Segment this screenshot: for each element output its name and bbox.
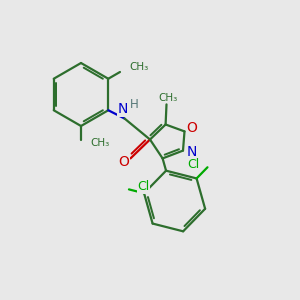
Text: N: N bbox=[186, 145, 197, 159]
Text: O: O bbox=[118, 155, 129, 169]
Text: CH₃: CH₃ bbox=[129, 62, 148, 73]
Text: N: N bbox=[118, 102, 128, 116]
Text: CH₃: CH₃ bbox=[90, 137, 109, 148]
Text: H: H bbox=[130, 98, 139, 111]
Text: O: O bbox=[186, 121, 197, 135]
Text: Cl: Cl bbox=[187, 158, 199, 171]
Text: CH₃: CH₃ bbox=[158, 93, 178, 103]
Text: Cl: Cl bbox=[137, 180, 150, 193]
